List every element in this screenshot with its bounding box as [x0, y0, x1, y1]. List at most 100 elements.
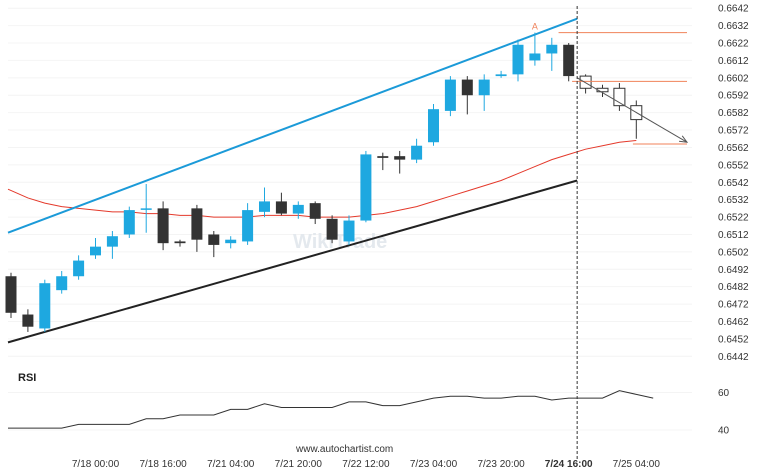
candle — [225, 236, 237, 249]
candle-body — [292, 204, 304, 214]
candle-body — [326, 218, 338, 240]
candle-body — [461, 79, 473, 96]
candle — [630, 100, 643, 139]
pattern-point-label: A — [532, 22, 538, 32]
candle — [563, 43, 575, 82]
price-tick-label: 0.6562 — [718, 143, 749, 154]
candle-body — [208, 234, 220, 245]
price-tick-label: 0.6612 — [718, 56, 749, 67]
time-tick-label: 7/18 16:00 — [139, 459, 187, 470]
candle-body — [411, 145, 423, 160]
price-tick-label: 0.6532 — [718, 195, 749, 206]
candle — [39, 279, 51, 332]
candle — [546, 37, 558, 71]
candle-body — [444, 79, 456, 111]
chart-watermark: WikiTrade — [293, 231, 387, 253]
candle-body — [563, 44, 575, 77]
candle-body — [546, 44, 558, 54]
candle-body — [377, 156, 389, 158]
price-axis: 0.6642 0.6632 0.6622 0.6612 0.6602 0.6592 0.65… — [718, 4, 749, 363]
rsi-label: RSI — [18, 372, 36, 384]
candle — [56, 271, 68, 294]
candle-body — [259, 201, 270, 212]
price-tick-label: 0.6552 — [718, 160, 749, 171]
candle-body — [613, 87, 626, 107]
candle — [613, 83, 626, 111]
candle-body — [275, 201, 287, 214]
candle — [343, 215, 355, 245]
lower-channel-line — [7, 179, 578, 344]
candle — [106, 230, 118, 259]
candle-body — [309, 203, 321, 219]
time-axis: 7/18 00:00 7/18 16:00 7/21 04:00 7/21 20:00… — [72, 459, 661, 470]
candle-body — [106, 236, 118, 247]
candle — [191, 204, 203, 252]
time-tick-label: 7/21 04:00 — [207, 459, 255, 470]
candle — [411, 138, 423, 164]
candle — [22, 309, 34, 332]
candle-body — [5, 276, 17, 313]
price-tick-label: 0.6522 — [718, 213, 749, 224]
forecast-arrow-head — [679, 135, 689, 143]
candle — [461, 76, 473, 115]
candle-body — [140, 208, 152, 210]
price-tick-label: 0.6602 — [718, 73, 749, 84]
candle — [90, 237, 101, 259]
candle-body — [512, 44, 524, 75]
candle — [512, 39, 524, 82]
time-tick-label: 7/23 04:00 — [410, 459, 458, 470]
candle — [5, 272, 17, 319]
time-tick-label: 7/24 16:00 — [545, 459, 593, 470]
candle — [140, 184, 152, 233]
time-tick-label: 7/18 00:00 — [72, 459, 120, 470]
candle — [259, 187, 270, 218]
time-tick-label: 7/25 04:00 — [613, 459, 661, 470]
upper-channel-line — [7, 17, 578, 234]
candle-body — [191, 208, 203, 240]
candle-body — [360, 154, 372, 221]
candle-body — [123, 210, 135, 235]
rsi-tick-label: 60 — [718, 388, 730, 399]
candle-body — [90, 246, 101, 256]
forecast-arrow-line — [576, 77, 688, 143]
price-grid-lines — [8, 7, 692, 357]
price-tick-label: 0.6482 — [718, 282, 749, 293]
price-tick-label: 0.6542 — [718, 178, 749, 189]
time-tick-label: 7/21 20:00 — [275, 459, 323, 470]
candle — [579, 74, 592, 94]
candle-body — [478, 79, 490, 96]
source-label: www.autochartist.com — [295, 444, 393, 455]
candle-body — [394, 156, 406, 160]
price-tick-label: 0.6462 — [718, 317, 749, 328]
candle — [377, 152, 389, 171]
candle-body — [39, 283, 51, 329]
candle — [157, 201, 169, 251]
candle — [428, 103, 439, 146]
levels-layer: A — [532, 6, 689, 460]
rsi-line — [8, 390, 654, 429]
candle — [326, 215, 338, 244]
price-tick-label: 0.6502 — [718, 247, 749, 258]
candle-body — [174, 241, 186, 244]
price-tick-label: 0.6582 — [718, 108, 749, 119]
price-tick-label: 0.6442 — [718, 352, 749, 363]
candle — [123, 206, 135, 238]
price-tick-label: 0.6492 — [718, 265, 749, 276]
candle — [73, 255, 85, 280]
price-tick-label: 0.6632 — [718, 21, 749, 32]
candle-body — [56, 276, 68, 291]
candle — [208, 230, 220, 258]
candle-body — [242, 210, 254, 242]
candle-body — [495, 74, 507, 77]
time-tick-label: 7/22 12:00 — [342, 459, 390, 470]
candle — [292, 201, 304, 219]
rsi-tick-label: 40 — [718, 426, 730, 437]
candle-body — [73, 260, 85, 277]
price-tick-label: 0.6452 — [718, 334, 749, 345]
channel-lines-layer — [7, 17, 578, 344]
price-tick-label: 0.6472 — [718, 300, 749, 311]
candle-body — [428, 109, 439, 143]
candle — [360, 150, 372, 223]
candle-body — [529, 53, 541, 61]
